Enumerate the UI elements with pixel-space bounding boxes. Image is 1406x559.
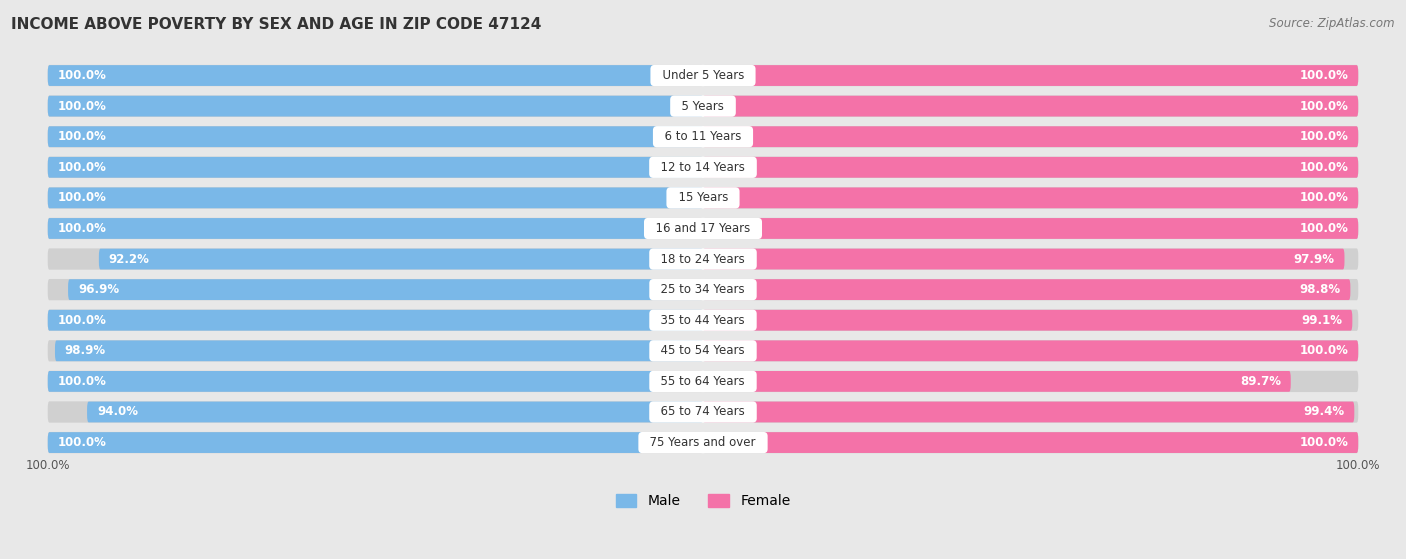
Text: 55 to 64 Years: 55 to 64 Years — [654, 375, 752, 388]
Text: 96.9%: 96.9% — [77, 283, 120, 296]
FancyBboxPatch shape — [48, 96, 703, 116]
FancyBboxPatch shape — [48, 310, 703, 331]
FancyBboxPatch shape — [703, 340, 1358, 362]
Text: INCOME ABOVE POVERTY BY SEX AND AGE IN ZIP CODE 47124: INCOME ABOVE POVERTY BY SEX AND AGE IN Z… — [11, 17, 541, 32]
Text: 98.8%: 98.8% — [1299, 283, 1340, 296]
Text: 89.7%: 89.7% — [1240, 375, 1281, 388]
Text: 75 Years and over: 75 Years and over — [643, 436, 763, 449]
Text: Under 5 Years: Under 5 Years — [655, 69, 751, 82]
FancyBboxPatch shape — [48, 371, 703, 392]
Text: 12 to 14 Years: 12 to 14 Years — [654, 161, 752, 174]
FancyBboxPatch shape — [48, 218, 703, 239]
FancyBboxPatch shape — [48, 96, 703, 117]
FancyBboxPatch shape — [48, 432, 703, 453]
FancyBboxPatch shape — [703, 187, 1358, 209]
FancyBboxPatch shape — [48, 371, 703, 392]
Text: 35 to 44 Years: 35 to 44 Years — [654, 314, 752, 326]
Text: 100.0%: 100.0% — [58, 161, 107, 174]
FancyBboxPatch shape — [703, 187, 1358, 209]
FancyBboxPatch shape — [48, 187, 703, 209]
Text: 100.0%: 100.0% — [1299, 161, 1348, 174]
FancyBboxPatch shape — [703, 126, 1358, 148]
FancyBboxPatch shape — [48, 310, 703, 330]
Text: 100.0%: 100.0% — [58, 222, 107, 235]
FancyBboxPatch shape — [703, 371, 1291, 392]
FancyBboxPatch shape — [703, 432, 1358, 453]
Text: 100.0%: 100.0% — [58, 69, 107, 82]
Text: 100.0%: 100.0% — [58, 191, 107, 205]
Text: Source: ZipAtlas.com: Source: ZipAtlas.com — [1270, 17, 1395, 30]
FancyBboxPatch shape — [703, 157, 1358, 178]
Text: 5 Years: 5 Years — [675, 100, 731, 112]
Text: 6 to 11 Years: 6 to 11 Years — [657, 130, 749, 143]
FancyBboxPatch shape — [48, 65, 703, 86]
Text: 45 to 54 Years: 45 to 54 Years — [654, 344, 752, 357]
Text: 94.0%: 94.0% — [97, 405, 138, 419]
FancyBboxPatch shape — [703, 401, 1354, 423]
Text: 100.0%: 100.0% — [58, 314, 107, 326]
FancyBboxPatch shape — [703, 96, 1358, 116]
Text: 100.0%: 100.0% — [1299, 130, 1348, 143]
Text: 100.0%: 100.0% — [1299, 222, 1348, 235]
FancyBboxPatch shape — [67, 280, 703, 300]
Text: 100.0%: 100.0% — [25, 459, 70, 472]
FancyBboxPatch shape — [55, 340, 703, 361]
FancyBboxPatch shape — [87, 401, 703, 423]
FancyBboxPatch shape — [703, 218, 1358, 239]
FancyBboxPatch shape — [48, 432, 703, 453]
FancyBboxPatch shape — [98, 249, 703, 269]
FancyBboxPatch shape — [48, 157, 703, 178]
Text: 98.9%: 98.9% — [65, 344, 105, 357]
FancyBboxPatch shape — [703, 340, 1358, 361]
Text: 16 and 17 Years: 16 and 17 Years — [648, 222, 758, 235]
FancyBboxPatch shape — [703, 249, 1344, 269]
Text: 92.2%: 92.2% — [108, 253, 149, 266]
FancyBboxPatch shape — [703, 65, 1358, 86]
FancyBboxPatch shape — [48, 126, 703, 147]
FancyBboxPatch shape — [703, 248, 1358, 269]
Text: 100.0%: 100.0% — [1299, 436, 1348, 449]
FancyBboxPatch shape — [48, 126, 703, 148]
FancyBboxPatch shape — [48, 65, 703, 86]
Text: 100.0%: 100.0% — [58, 436, 107, 449]
Text: 97.9%: 97.9% — [1294, 253, 1334, 266]
FancyBboxPatch shape — [703, 432, 1358, 453]
FancyBboxPatch shape — [48, 279, 703, 300]
Text: 99.4%: 99.4% — [1303, 405, 1344, 419]
FancyBboxPatch shape — [703, 371, 1358, 392]
FancyBboxPatch shape — [703, 218, 1358, 239]
Text: 18 to 24 Years: 18 to 24 Years — [654, 253, 752, 266]
Text: 100.0%: 100.0% — [1299, 100, 1348, 112]
Text: 100.0%: 100.0% — [1299, 69, 1348, 82]
FancyBboxPatch shape — [703, 310, 1358, 331]
Text: 100.0%: 100.0% — [58, 100, 107, 112]
Text: 25 to 34 Years: 25 to 34 Years — [654, 283, 752, 296]
FancyBboxPatch shape — [703, 280, 1350, 300]
FancyBboxPatch shape — [48, 401, 703, 423]
Text: 65 to 74 Years: 65 to 74 Years — [654, 405, 752, 419]
Text: 99.1%: 99.1% — [1302, 314, 1343, 326]
Text: 100.0%: 100.0% — [58, 375, 107, 388]
FancyBboxPatch shape — [48, 187, 703, 209]
FancyBboxPatch shape — [48, 157, 703, 178]
FancyBboxPatch shape — [703, 401, 1358, 423]
FancyBboxPatch shape — [48, 218, 703, 239]
FancyBboxPatch shape — [703, 65, 1358, 86]
Text: 100.0%: 100.0% — [1299, 191, 1348, 205]
Text: 100.0%: 100.0% — [1336, 459, 1381, 472]
FancyBboxPatch shape — [48, 340, 703, 362]
Text: 100.0%: 100.0% — [58, 130, 107, 143]
Legend: Male, Female: Male, Female — [610, 489, 796, 514]
FancyBboxPatch shape — [703, 126, 1358, 147]
FancyBboxPatch shape — [48, 248, 703, 269]
Text: 15 Years: 15 Years — [671, 191, 735, 205]
FancyBboxPatch shape — [703, 96, 1358, 117]
FancyBboxPatch shape — [703, 310, 1353, 330]
FancyBboxPatch shape — [703, 279, 1358, 300]
FancyBboxPatch shape — [703, 157, 1358, 178]
Text: 100.0%: 100.0% — [1299, 344, 1348, 357]
